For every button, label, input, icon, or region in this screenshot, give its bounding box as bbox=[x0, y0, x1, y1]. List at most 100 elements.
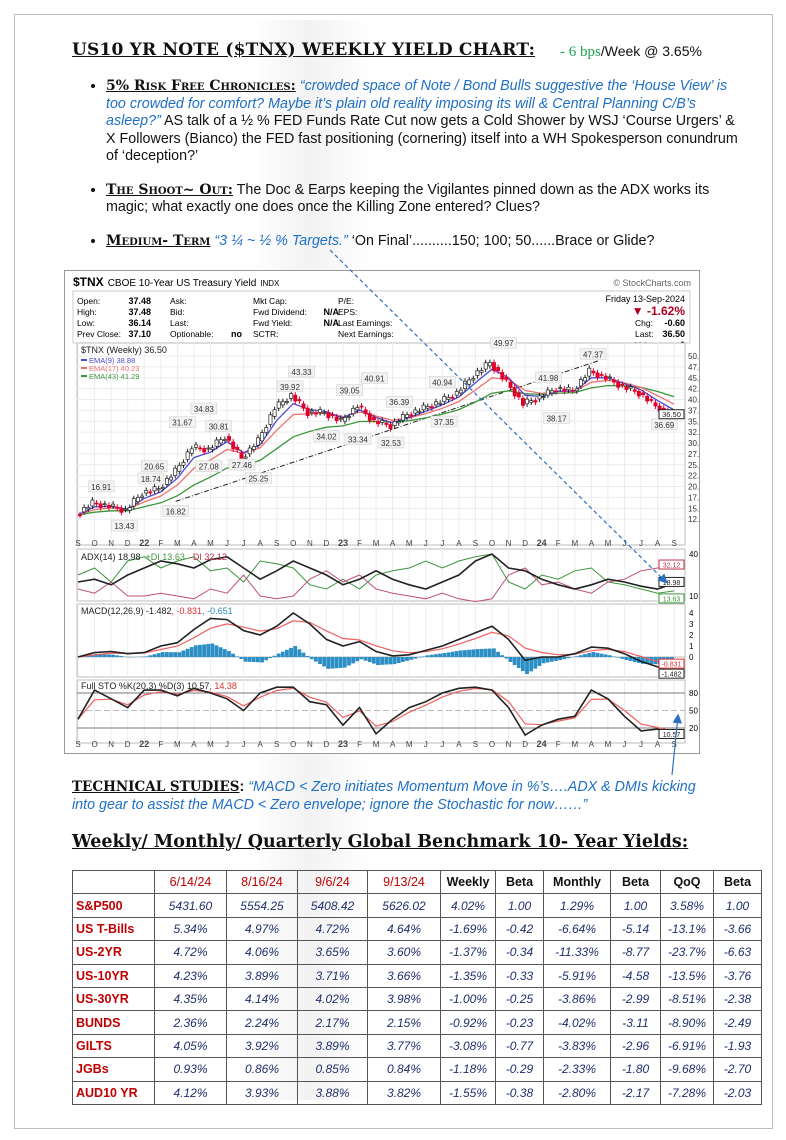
macd-histogram-bar bbox=[218, 647, 223, 657]
price-label: 47.37 bbox=[583, 350, 604, 359]
table-cell: -3.76 bbox=[713, 963, 762, 988]
macd-histogram-bar bbox=[177, 652, 182, 657]
sto-d-legend: , 14.38 bbox=[209, 681, 237, 691]
table-cell: -2.96 bbox=[610, 1033, 661, 1059]
candle bbox=[405, 414, 409, 418]
macd-histogram-bar bbox=[549, 657, 554, 662]
month-tick-label: A bbox=[257, 539, 263, 548]
table-cell: 2.36% bbox=[154, 1010, 227, 1035]
table-cell: -6.63 bbox=[713, 940, 762, 965]
macd-histogram-bar bbox=[641, 657, 645, 664]
month-tick-label: M bbox=[571, 539, 578, 548]
macd-histogram-bar bbox=[98, 654, 103, 657]
candle bbox=[434, 401, 438, 406]
month-tick-label: 23 bbox=[338, 739, 348, 749]
table-cell: 4.97% bbox=[226, 916, 298, 942]
info-label: Optionable: bbox=[170, 329, 213, 339]
macd-histogram-bar bbox=[450, 651, 455, 657]
macd-histogram-bar bbox=[342, 657, 347, 668]
month-tick-label: J bbox=[639, 539, 643, 548]
table-row: JGBs 0.93% 0.86% 0.85% 0.84% -1.18% -0.29 -2.33… bbox=[72, 1057, 762, 1082]
table-cell: -3.86% bbox=[543, 986, 611, 1012]
candle bbox=[363, 409, 368, 414]
sto-d-line bbox=[77, 687, 675, 733]
macd_val-tag-text: -1.482 bbox=[662, 672, 682, 679]
candle bbox=[115, 506, 120, 509]
candle bbox=[583, 377, 588, 382]
month-tick-label: S bbox=[75, 740, 80, 749]
candle bbox=[376, 420, 381, 425]
macd-histogram-bar bbox=[144, 656, 149, 657]
sto-tick-label: 20 bbox=[689, 724, 698, 733]
candle bbox=[446, 396, 451, 400]
macd-histogram-bar bbox=[160, 652, 165, 657]
chart-name: CBOE 10-Year US Treasury Yield bbox=[108, 278, 257, 289]
macd-histogram-bar bbox=[487, 648, 492, 657]
candle bbox=[450, 396, 455, 399]
macd-histogram-bar bbox=[106, 654, 111, 657]
macd-histogram-bar bbox=[210, 643, 215, 657]
table-cell: 2.24% bbox=[226, 1010, 298, 1035]
table-cell: -3.08% bbox=[440, 1033, 496, 1059]
sto-legend: Full STO %K(20,3) %D(3) 10.57 bbox=[81, 681, 209, 691]
candle bbox=[185, 451, 190, 460]
month-tick-label: M bbox=[406, 740, 413, 749]
candle bbox=[210, 447, 215, 450]
price-label: 25.25 bbox=[248, 475, 269, 484]
candle bbox=[574, 388, 579, 392]
candle bbox=[268, 414, 273, 425]
month-tick-label: S bbox=[473, 539, 478, 548]
candle bbox=[140, 495, 145, 498]
month-tick-label: D bbox=[324, 740, 330, 749]
month-tick-label: M bbox=[406, 539, 413, 548]
price-label: 34.02 bbox=[316, 433, 337, 442]
candle bbox=[425, 406, 430, 409]
candle bbox=[347, 416, 352, 419]
price-tick-label: 40.0 bbox=[688, 396, 699, 405]
macd-histogram-bar bbox=[256, 657, 260, 663]
macd-histogram-bar bbox=[566, 657, 571, 659]
price-label-box bbox=[245, 472, 272, 484]
macd-histogram-bar bbox=[471, 649, 476, 657]
table-cell: -4.58 bbox=[610, 963, 661, 988]
candle bbox=[156, 488, 161, 491]
candle bbox=[169, 476, 174, 481]
adx-legend: ADX(14) 18.98 bbox=[81, 552, 141, 562]
macd-signal-legend: , -0.831 bbox=[172, 606, 203, 616]
candle bbox=[351, 407, 356, 414]
macd-tick-label: 3 bbox=[689, 620, 694, 629]
price-tick-label: 47.5 bbox=[688, 363, 699, 372]
info-value: 37.48 bbox=[128, 307, 151, 317]
candle bbox=[256, 437, 260, 446]
last-price-tag-text: 36.50 bbox=[662, 410, 681, 419]
table-cell: -3.83% bbox=[543, 1033, 611, 1059]
month-tick-label: M bbox=[605, 740, 612, 749]
candle bbox=[380, 420, 385, 423]
table-cell: 1.00 bbox=[610, 893, 661, 918]
macd-tick-label: 0 bbox=[689, 653, 694, 662]
macd-histogram-bar bbox=[222, 649, 227, 657]
macd-histogram-bar bbox=[347, 657, 351, 666]
candle bbox=[276, 401, 281, 409]
table-title-text: Weekly/ Monthly/ Quarterly Global Benchm… bbox=[72, 832, 682, 852]
macd-histogram-bar bbox=[351, 657, 356, 664]
macd-histogram-bar bbox=[479, 648, 484, 657]
info-label: High: bbox=[77, 307, 97, 317]
candle bbox=[541, 396, 546, 399]
price-label-box bbox=[190, 402, 218, 415]
macd-histogram-bar bbox=[231, 653, 235, 657]
info-label: EPS: bbox=[338, 307, 357, 317]
macd-histogram-bar bbox=[632, 657, 637, 662]
macd-histogram-bar bbox=[396, 657, 401, 664]
table-cell: -11.33% bbox=[543, 940, 611, 965]
macd-panel bbox=[76, 603, 686, 678]
macd-histogram-bar bbox=[102, 654, 107, 657]
table-cell: -8.77 bbox=[610, 940, 661, 965]
month-tick-label: A bbox=[390, 740, 396, 749]
macd-histogram-bar bbox=[508, 657, 513, 662]
row-label: AUD10 YR bbox=[72, 1080, 155, 1105]
row-label: BUNDS bbox=[72, 1010, 155, 1035]
month-tick-label: N bbox=[108, 539, 114, 548]
candle bbox=[475, 370, 480, 376]
macd-histogram-bar bbox=[620, 657, 625, 659]
